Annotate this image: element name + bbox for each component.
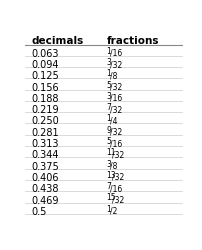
- Text: 0.094: 0.094: [32, 60, 59, 70]
- Text: 0.469: 0.469: [32, 196, 59, 205]
- Text: 9: 9: [107, 126, 112, 135]
- Text: 0.438: 0.438: [32, 184, 59, 194]
- Text: 5: 5: [107, 80, 112, 90]
- Text: 3: 3: [107, 160, 112, 168]
- Text: 0.219: 0.219: [32, 105, 59, 115]
- Text: 1: 1: [107, 205, 112, 214]
- Text: 0.063: 0.063: [32, 49, 59, 59]
- Text: /2: /2: [110, 207, 117, 216]
- Text: 0.313: 0.313: [32, 139, 59, 149]
- Text: 11: 11: [107, 148, 116, 157]
- Text: /32: /32: [112, 173, 124, 182]
- Text: 3: 3: [107, 92, 112, 101]
- Text: /32: /32: [112, 196, 124, 204]
- Text: /16: /16: [110, 139, 122, 148]
- Text: 0.156: 0.156: [32, 82, 59, 92]
- Text: fractions: fractions: [107, 36, 159, 46]
- Text: 1: 1: [107, 69, 112, 78]
- Text: 15: 15: [107, 194, 116, 202]
- Text: /32: /32: [110, 128, 122, 137]
- Text: 0.406: 0.406: [32, 173, 59, 183]
- Text: 1: 1: [107, 47, 112, 56]
- Text: decimals: decimals: [32, 36, 84, 46]
- Text: 0.344: 0.344: [32, 150, 59, 160]
- Text: /8: /8: [110, 162, 117, 171]
- Text: /16: /16: [110, 49, 122, 58]
- Text: /32: /32: [110, 60, 122, 69]
- Text: 0.281: 0.281: [32, 128, 59, 138]
- Text: 0.5: 0.5: [32, 207, 47, 217]
- Text: /16: /16: [110, 184, 122, 193]
- Text: 7: 7: [107, 103, 112, 112]
- Text: /4: /4: [110, 116, 117, 126]
- Text: 0.188: 0.188: [32, 94, 59, 104]
- Text: 13: 13: [107, 171, 116, 180]
- Text: 3: 3: [107, 58, 112, 67]
- Text: /8: /8: [110, 71, 117, 80]
- Text: 1: 1: [107, 114, 112, 124]
- Text: 0.375: 0.375: [32, 162, 59, 172]
- Text: 7: 7: [107, 182, 112, 191]
- Text: 5: 5: [107, 137, 112, 146]
- Text: 0.125: 0.125: [32, 71, 59, 81]
- Text: /32: /32: [112, 150, 124, 159]
- Text: 0.250: 0.250: [32, 116, 59, 126]
- Text: /16: /16: [110, 94, 122, 103]
- Text: /32: /32: [110, 82, 122, 92]
- Text: /32: /32: [110, 105, 122, 114]
